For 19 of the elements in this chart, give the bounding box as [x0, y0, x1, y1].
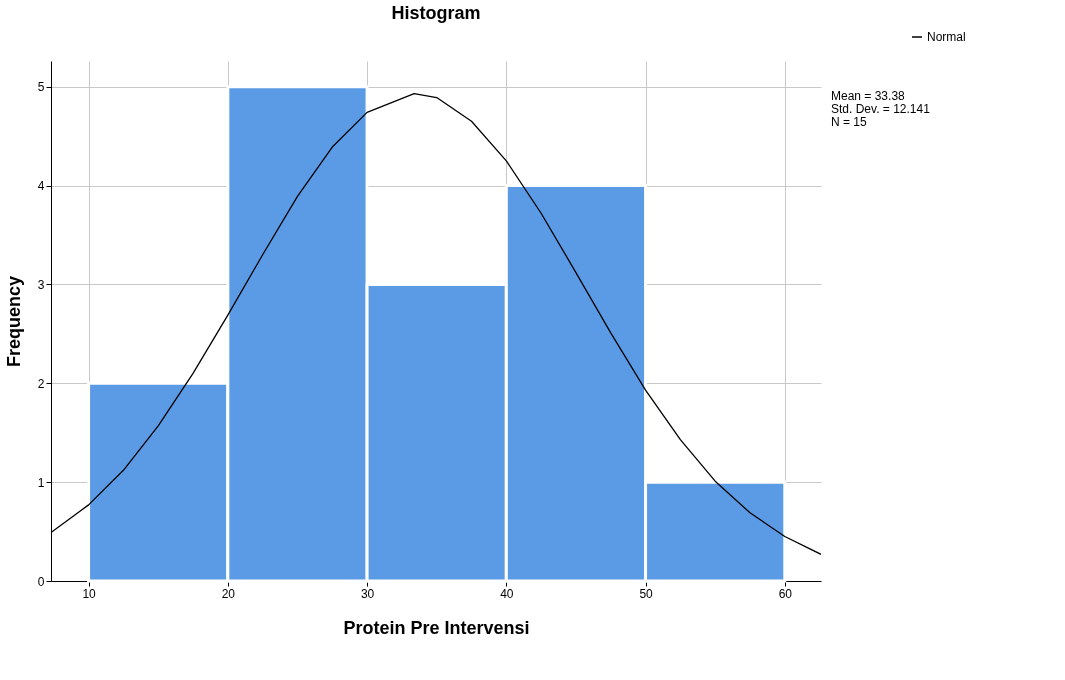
- text: Std. Dev. = 12.141: [831, 102, 931, 116]
- y-tick-label: 3: [37, 277, 45, 292]
- x-tick-label: 50: [639, 586, 654, 601]
- y-tick-label: 4: [37, 179, 45, 194]
- x-axis-title: Protein Pre Intervensi: [343, 617, 530, 638]
- y-axis-title: Frequency: [3, 275, 24, 368]
- text: Mean = 33.38: [831, 89, 906, 103]
- y-tick-label: 5: [37, 80, 45, 95]
- legend-label: Normal: [927, 30, 966, 44]
- chart-title: Histogram: [391, 3, 481, 23]
- x-tick-label: 40: [500, 586, 514, 601]
- x-tick-label: 10: [82, 586, 97, 601]
- y-tick-label: 2: [37, 376, 45, 391]
- y-tick-label: 1: [37, 475, 45, 490]
- x-tick-label: 20: [221, 586, 236, 601]
- y-tick-label: 0: [37, 574, 45, 589]
- text: N = 15: [831, 115, 868, 129]
- x-tick-label: 60: [778, 586, 793, 601]
- x-tick-label: 30: [360, 586, 375, 601]
